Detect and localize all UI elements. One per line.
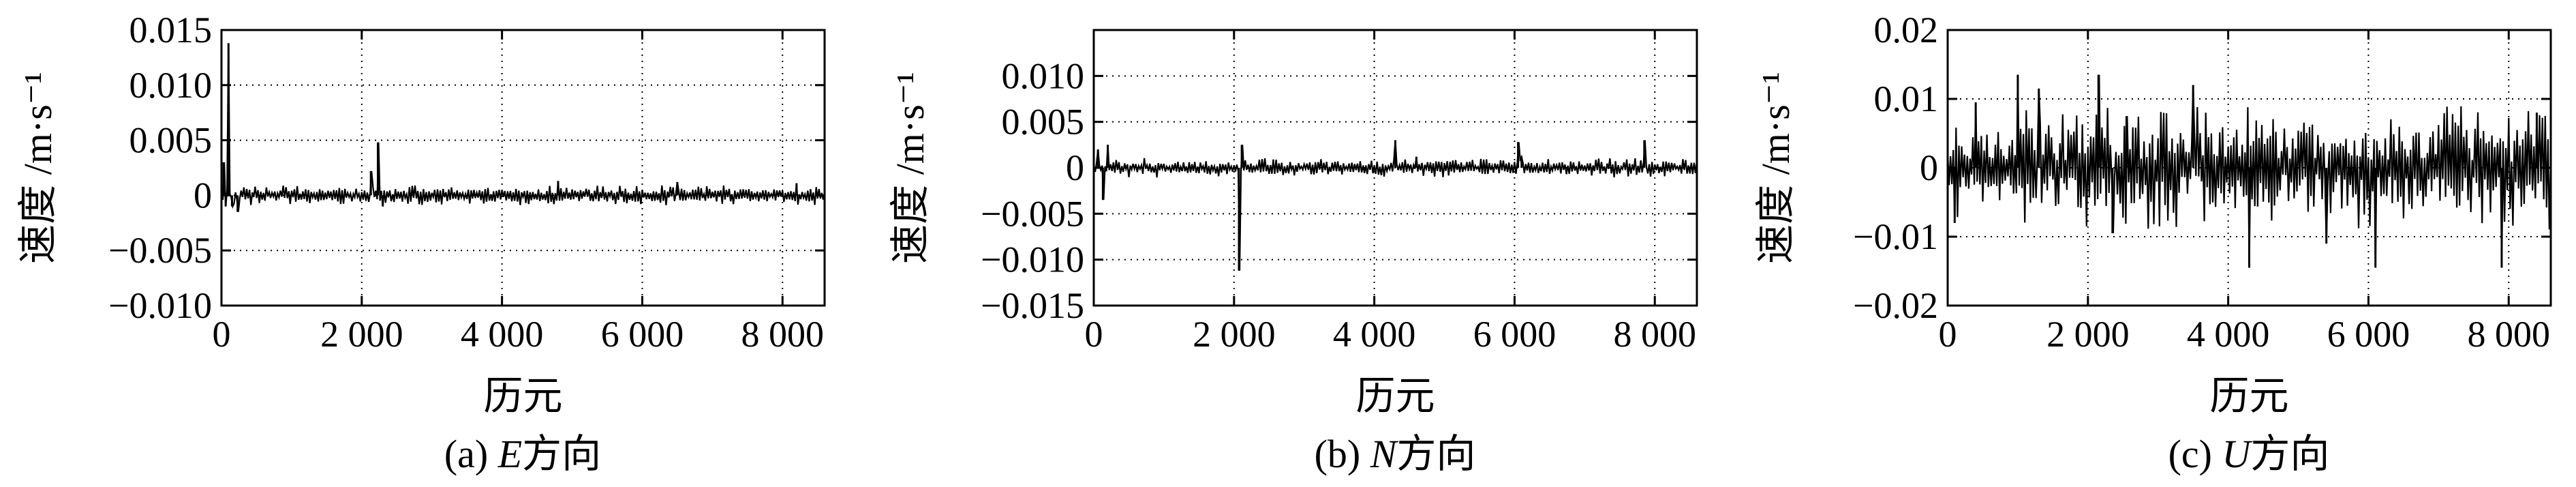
series-line <box>221 43 825 212</box>
y-axis-title: 速度 /m·s⁻¹ <box>16 72 60 264</box>
panel-1: 0 2 000 4 000 6 000 8 000 −0.010 −0.005 0 0.005 0… <box>16 10 826 476</box>
x-tick-label: 4 000 <box>461 314 544 355</box>
x-tick-label: 4 000 <box>1333 314 1416 355</box>
x-axis-title: 历元 <box>2209 374 2288 418</box>
x-tick-label: 8 000 <box>1614 314 1697 355</box>
y-tick-label: 0.005 <box>129 120 213 161</box>
y-tick-label: 0 <box>194 175 212 216</box>
x-tick-label: 2 000 <box>1193 314 1276 355</box>
caption-direction-letter: U <box>2222 432 2253 476</box>
x-tick-label: 8 000 <box>741 314 825 355</box>
y-axis-title: 速度 /m·s⁻¹ <box>888 72 932 264</box>
x-tick-label: 6 000 <box>601 314 684 355</box>
x-tick-label: 8 000 <box>2468 314 2551 355</box>
caption-prefix: (a) <box>444 432 498 476</box>
x-axis-title: 历元 <box>1355 374 1435 418</box>
y-tick-label: 0 <box>1066 147 1084 188</box>
plot-frame <box>220 29 826 307</box>
y-tick-label: −0.010 <box>981 239 1084 280</box>
x-tick-label: 6 000 <box>1473 314 1557 355</box>
panel-caption: (c) U方向 <box>2168 432 2330 476</box>
caption-direction-letter: E <box>497 432 522 476</box>
x-axis-title: 历元 <box>483 374 562 418</box>
x-tick-label: 2 000 <box>320 314 403 355</box>
x-tick-label: 0 <box>1085 314 1103 355</box>
x-tick-label: 0 <box>213 314 231 355</box>
caption-suffix: 方向 <box>1396 432 1475 476</box>
panel-caption: (b) N方向 <box>1315 432 1476 476</box>
caption-suffix: 方向 <box>2250 432 2329 476</box>
y-tick-label: 0.010 <box>129 65 213 106</box>
caption-prefix: (b) <box>1315 432 1370 476</box>
caption-suffix: 方向 <box>522 432 601 476</box>
x-tick-label: 4 000 <box>2187 314 2270 355</box>
y-tick-label: 0.005 <box>1002 102 1085 143</box>
caption-direction-letter: N <box>1370 432 1399 476</box>
y-tick-label: 0 <box>1920 147 1938 188</box>
y-tick-label: −0.005 <box>981 193 1084 234</box>
y-tick-label: 0.02 <box>1874 10 1939 50</box>
y-tick-label: −0.02 <box>1853 285 1938 326</box>
y-tick-label: 0.01 <box>1874 78 1939 119</box>
caption-prefix: (c) <box>2168 432 2222 476</box>
y-axis-title: 速度 /m·s⁻¹ <box>1753 72 1798 264</box>
x-tick-label: 6 000 <box>2327 314 2410 355</box>
y-tick-label: −0.01 <box>1853 216 1938 257</box>
y-tick-label: −0.010 <box>108 285 212 326</box>
y-tick-label: 0.010 <box>1002 55 1085 96</box>
y-tick-label: −0.005 <box>108 230 212 271</box>
y-tick-label: 0.015 <box>129 10 213 50</box>
x-tick-label: 0 <box>1939 314 1957 355</box>
panel-caption: (a) E方向 <box>444 432 601 476</box>
y-tick-label: −0.015 <box>981 285 1084 326</box>
panel-2: 0 2 000 4 000 6 000 8 000 −0.015 −0.010 −0.005 0… <box>888 29 1698 476</box>
panel-3: 0 2 000 4 000 6 000 8 000 −0.02 −0.01 0 0.01 0.02… <box>1753 10 2552 476</box>
x-tick-label: 2 000 <box>2046 314 2130 355</box>
